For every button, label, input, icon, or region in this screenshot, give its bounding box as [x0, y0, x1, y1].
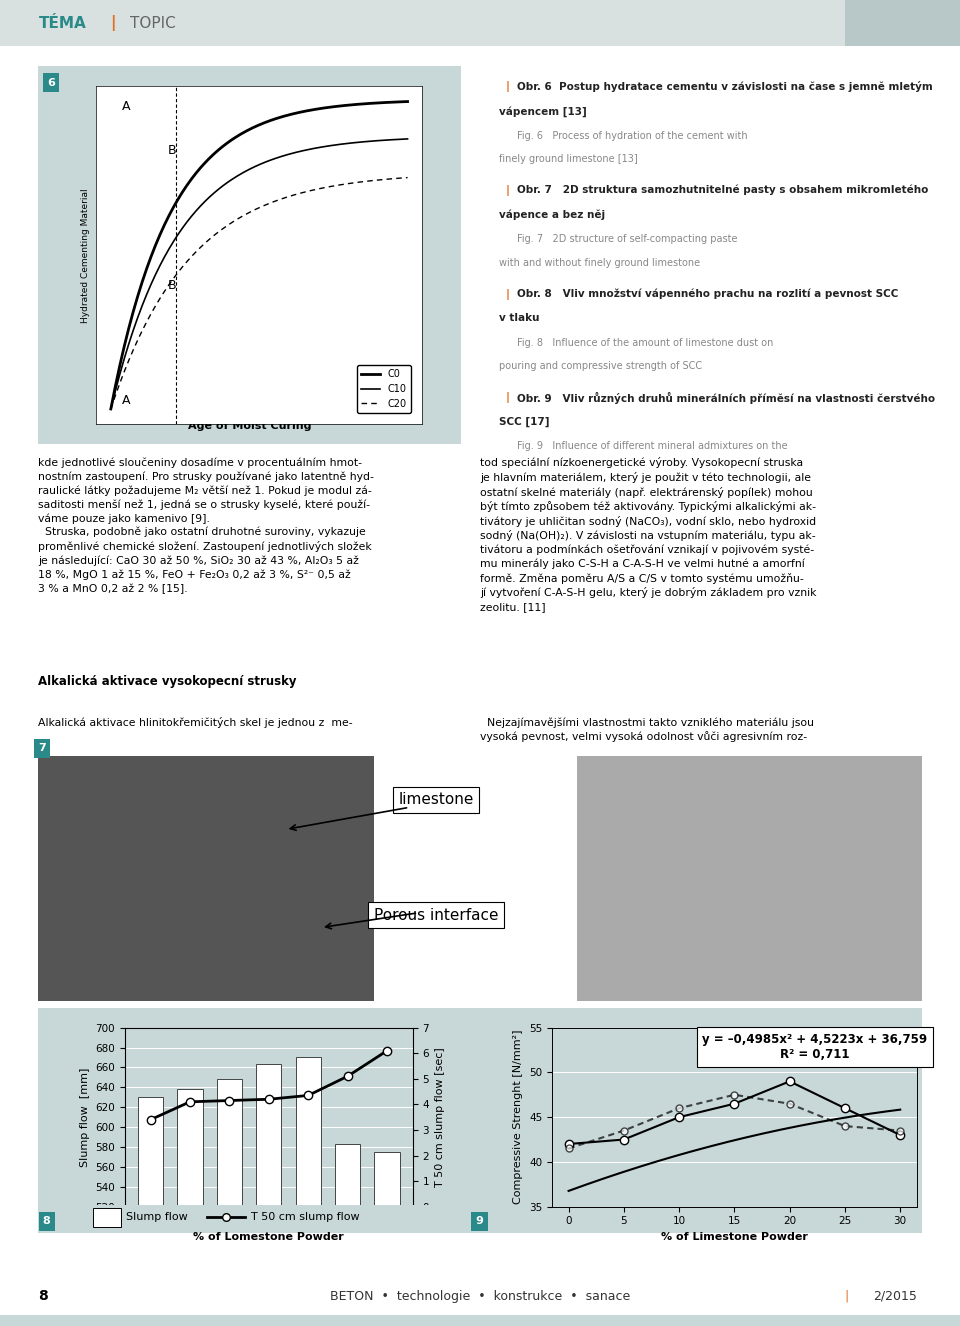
Text: A: A — [122, 394, 131, 407]
Text: Slump flow: Slump flow — [126, 1212, 188, 1223]
Text: 6: 6 — [47, 78, 55, 88]
Text: tod speciální nízkoenergetické výroby. Vysokopecní struska
je hlavním materiálem: tod speciální nízkoenergetické výroby. V… — [480, 457, 817, 611]
Bar — [138, 1097, 163, 1326]
Text: Fig. 9   Influence of different mineral admixtures on the: Fig. 9 Influence of different mineral ad… — [516, 442, 787, 451]
Bar — [217, 1079, 242, 1326]
Text: with and without finely ground limestone: with and without finely ground limestone — [499, 257, 701, 268]
Text: 2/2015: 2/2015 — [874, 1290, 918, 1302]
Bar — [296, 1058, 321, 1326]
Text: Age of Moist Curing: Age of Moist Curing — [188, 422, 311, 431]
Text: |: | — [506, 392, 510, 403]
Text: Alkalická aktivace vysokopecní strusky: Alkalická aktivace vysokopecní strusky — [38, 675, 297, 688]
Bar — [178, 1089, 203, 1326]
Text: vápence a bez něj: vápence a bez něj — [499, 210, 606, 220]
Text: pouring and compressive strength of SCC: pouring and compressive strength of SCC — [499, 361, 703, 371]
Text: kde jednotlivé sloučeniny dosadíme v procentuálním hmot-
nostním zastoupení. Pro: kde jednotlivé sloučeniny dosadíme v pro… — [38, 457, 374, 594]
Text: Porous interface: Porous interface — [373, 908, 498, 923]
Text: 9: 9 — [475, 1216, 484, 1227]
Text: |: | — [845, 1290, 849, 1302]
Text: 7: 7 — [38, 744, 46, 753]
Y-axis label: Slump flow  [mm]: Slump flow [mm] — [80, 1067, 90, 1167]
Text: Obr. 6  Postup hydratace cementu v závislosti na čase s jemně mletým: Obr. 6 Postup hydratace cementu v závisl… — [516, 81, 932, 93]
Bar — [335, 1144, 360, 1326]
Bar — [577, 756, 922, 1001]
Text: Fig. 6   Process of hydration of the cement with: Fig. 6 Process of hydration of the cemen… — [516, 130, 748, 141]
Text: |: | — [110, 15, 116, 32]
Text: Alkalická aktivace hlinitokřemičitých skel je jednou z  me-: Alkalická aktivace hlinitokřemičitých sk… — [38, 717, 353, 728]
Text: 8: 8 — [38, 1289, 48, 1303]
X-axis label: % of Limestone Powder: % of Limestone Powder — [661, 1232, 807, 1242]
Text: |: | — [506, 81, 510, 93]
Text: properties of fresh SCC [17]: properties of fresh SCC [17] — [499, 464, 636, 475]
X-axis label: % of Lomestone Powder: % of Lomestone Powder — [193, 1232, 345, 1242]
Text: finely ground limestone [13]: finely ground limestone [13] — [499, 154, 638, 164]
Bar — [93, 1208, 121, 1227]
Text: |: | — [506, 289, 510, 300]
Text: TOPIC: TOPIC — [130, 16, 176, 30]
Text: BETON  •  technologie  •  konstrukce  •  sanace: BETON • technologie • konstrukce • sanac… — [330, 1290, 630, 1302]
Y-axis label: Hydrated Cementing Material: Hydrated Cementing Material — [82, 188, 90, 322]
Text: A: A — [122, 99, 131, 113]
Text: |: | — [506, 184, 510, 196]
Text: 8: 8 — [43, 1216, 51, 1227]
Text: B: B — [168, 278, 177, 292]
Text: v tlaku: v tlaku — [499, 313, 540, 324]
Text: SCC [17]: SCC [17] — [499, 416, 550, 427]
Text: Fig. 7   2D structure of self-compacting paste: Fig. 7 2D structure of self-compacting p… — [516, 235, 737, 244]
Legend: C0, C10, C20: C0, C10, C20 — [357, 365, 411, 412]
Text: Fig. 8   Influence of the amount of limestone dust on: Fig. 8 Influence of the amount of limest… — [516, 338, 773, 347]
Text: Obr. 7   2D struktura samozhutnitelné pasty s obsahem mikromletého: Obr. 7 2D struktura samozhutnitelné past… — [516, 184, 928, 195]
Bar — [256, 1065, 281, 1326]
Y-axis label: Compressive Strenght [N/mm²]: Compressive Strenght [N/mm²] — [514, 1030, 523, 1204]
Text: TÉMA: TÉMA — [38, 16, 86, 30]
Y-axis label: T 50 cm slump flow [sec]: T 50 cm slump flow [sec] — [435, 1048, 444, 1187]
Text: Obr. 8   Vliv množství vápenného prachu na rozlití a pevnost SCC: Obr. 8 Vliv množství vápenného prachu na… — [516, 289, 899, 298]
Bar — [38, 756, 374, 1001]
Bar — [374, 1152, 399, 1326]
Text: Nejzajímavějšími vlastnostmi takto vzniklého materiálu jsou
vysoká pevnost, velm: Nejzajímavějšími vlastnostmi takto vznik… — [480, 717, 814, 743]
Text: Obr. 9   Vliv různých druhů minerálních příměsí na vlastnosti čerstvého: Obr. 9 Vliv různých druhů minerálních př… — [516, 392, 935, 404]
Text: B: B — [168, 143, 177, 156]
Text: T 50 cm slump flow: T 50 cm slump flow — [251, 1212, 359, 1223]
Text: y = –0,4985x² + 4,5223x + 36,759
R² = 0,711: y = –0,4985x² + 4,5223x + 36,759 R² = 0,… — [702, 1033, 927, 1061]
Text: limestone: limestone — [398, 793, 473, 808]
Text: vápencem [13]: vápencem [13] — [499, 106, 587, 117]
